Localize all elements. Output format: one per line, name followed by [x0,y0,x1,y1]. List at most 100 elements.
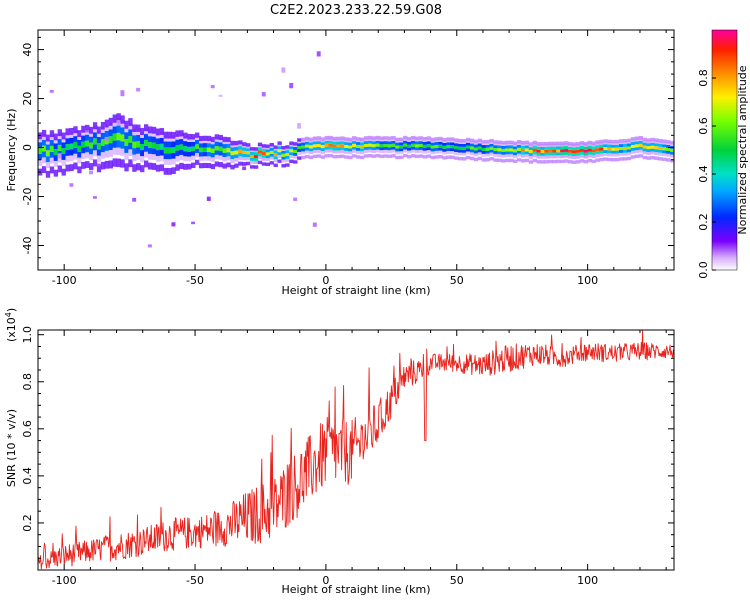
spectrogram-cell [516,153,522,157]
spectrogram-cell [308,155,314,160]
spectrogram-cell [477,149,483,153]
spectrogram-cell [556,155,561,159]
spectrogram-cell [446,148,451,152]
spectrogram-cell [242,157,247,161]
spectrogram-cell [363,154,369,158]
spectrogram-cell [626,156,632,161]
spectrogram-cell [250,154,255,158]
spectrogram-cell [218,162,223,168]
spectrogram-cell [489,152,494,156]
spectrogram-cell [638,149,643,153]
spectrogram-cell [505,154,510,158]
spectrogram-cell [548,152,553,156]
spectrogram-cell [69,164,74,172]
spectrogram-cell [222,136,227,142]
spectrogram-speckle [261,92,266,97]
spectrogram-cell [281,159,286,163]
spectrogram-cell [85,152,90,159]
spectrogram-cell [175,145,180,151]
colorbar-frame [711,29,738,271]
spectrogram-cell [77,157,82,164]
spectrogram-cell [662,147,667,151]
spectrogram-cell [147,142,153,148]
spectrogram-cell [104,150,110,158]
spectrogram-cell [426,154,431,158]
spectrogram-heat-layer [38,51,674,248]
spectrogram-cell [116,158,121,168]
spectrogram-cell [65,144,70,150]
spectrogram-cell [422,150,428,154]
spectrogram-cell [96,155,102,162]
spectrogram-cell [89,142,94,149]
spectrogram-cell [316,136,322,140]
spectrogram-cell [611,150,616,154]
spectrogram-cell [175,156,180,162]
spectrogram-cell [407,155,412,159]
spectrogram-cell [516,158,522,162]
spectrogram-cell [473,144,479,148]
spectrogram-cell [238,152,243,157]
spectrogram-cell [261,144,267,148]
spectrogram-cell [520,148,526,152]
spectrogram-cell [352,154,357,158]
spectrogram-cell [171,158,176,165]
spectrogram-cell [485,158,490,162]
spectrogram-cell [218,151,223,156]
snr-x-ticks: -100 -50 0 50 100 [37,330,667,587]
spectrogram-cell [136,124,141,132]
spectrogram-cell [175,130,180,137]
spectrogram-cell [140,127,145,136]
y-tick-label: 40 [21,43,34,57]
x-tick-label: 100 [577,574,598,587]
spectrogram-cell [442,138,447,142]
spectrogram-cell [473,157,479,162]
spectrogram-cell [501,141,506,145]
spectrogram-cell [426,150,431,153]
spectrogram-cell [356,150,361,154]
spectrogram-cell [493,153,498,157]
spectrogram-cell [646,156,651,160]
spectrogram-cell [509,158,514,163]
spectrogram-cell [308,145,314,149]
spectrogram-cell [163,131,168,139]
spectrogram-cell [501,151,506,155]
spectrogram-cell [654,146,659,150]
spectrogram-cell [622,143,628,147]
snr-y-label: SNR (10 * v/v) [5,409,18,487]
spectrogram-cell [210,144,216,149]
spectrogram-cell [191,134,196,140]
spectrogram-cell [222,152,227,158]
spectrogram-cell [104,119,110,128]
spectrogram-cell [516,147,522,151]
spectrogram-cell [92,122,98,130]
spectrogram-cell [253,160,259,164]
spectrogram-cell [155,164,161,172]
spectrogram-cell [155,144,161,151]
spectrogram-cell [49,151,55,158]
spectrogram-cell [214,150,219,155]
spectrogram-cell [513,155,518,159]
spectrogram-speckle [49,89,54,93]
spectrogram-cell [167,159,172,166]
spectrogram-cell [469,156,475,161]
spectrogram-cell [493,158,498,162]
spectrogram-cell [450,155,455,159]
spectrogram-cell [410,140,416,144]
spectrogram-cell [462,152,467,156]
spectrogram-speckle [57,153,62,159]
spectrogram-cell [363,146,369,150]
spectrogram-cell [442,142,447,146]
spectrogram-speckle [316,51,321,57]
spectrogram-cell [246,151,251,155]
spectrogram-cell [85,161,90,168]
spectrogram-cell [89,148,94,155]
spectrogram-cell [666,150,671,154]
spectrogram-cell [615,147,620,151]
spectrogram-cell [120,115,125,124]
spectrogram-cell [524,154,530,158]
spectrogram-cell [540,149,545,153]
spectrogram-cell [206,143,212,148]
spectrogram-cell [144,145,149,152]
spectrogram-cell [650,155,655,160]
spectrogram-cell [434,137,439,141]
